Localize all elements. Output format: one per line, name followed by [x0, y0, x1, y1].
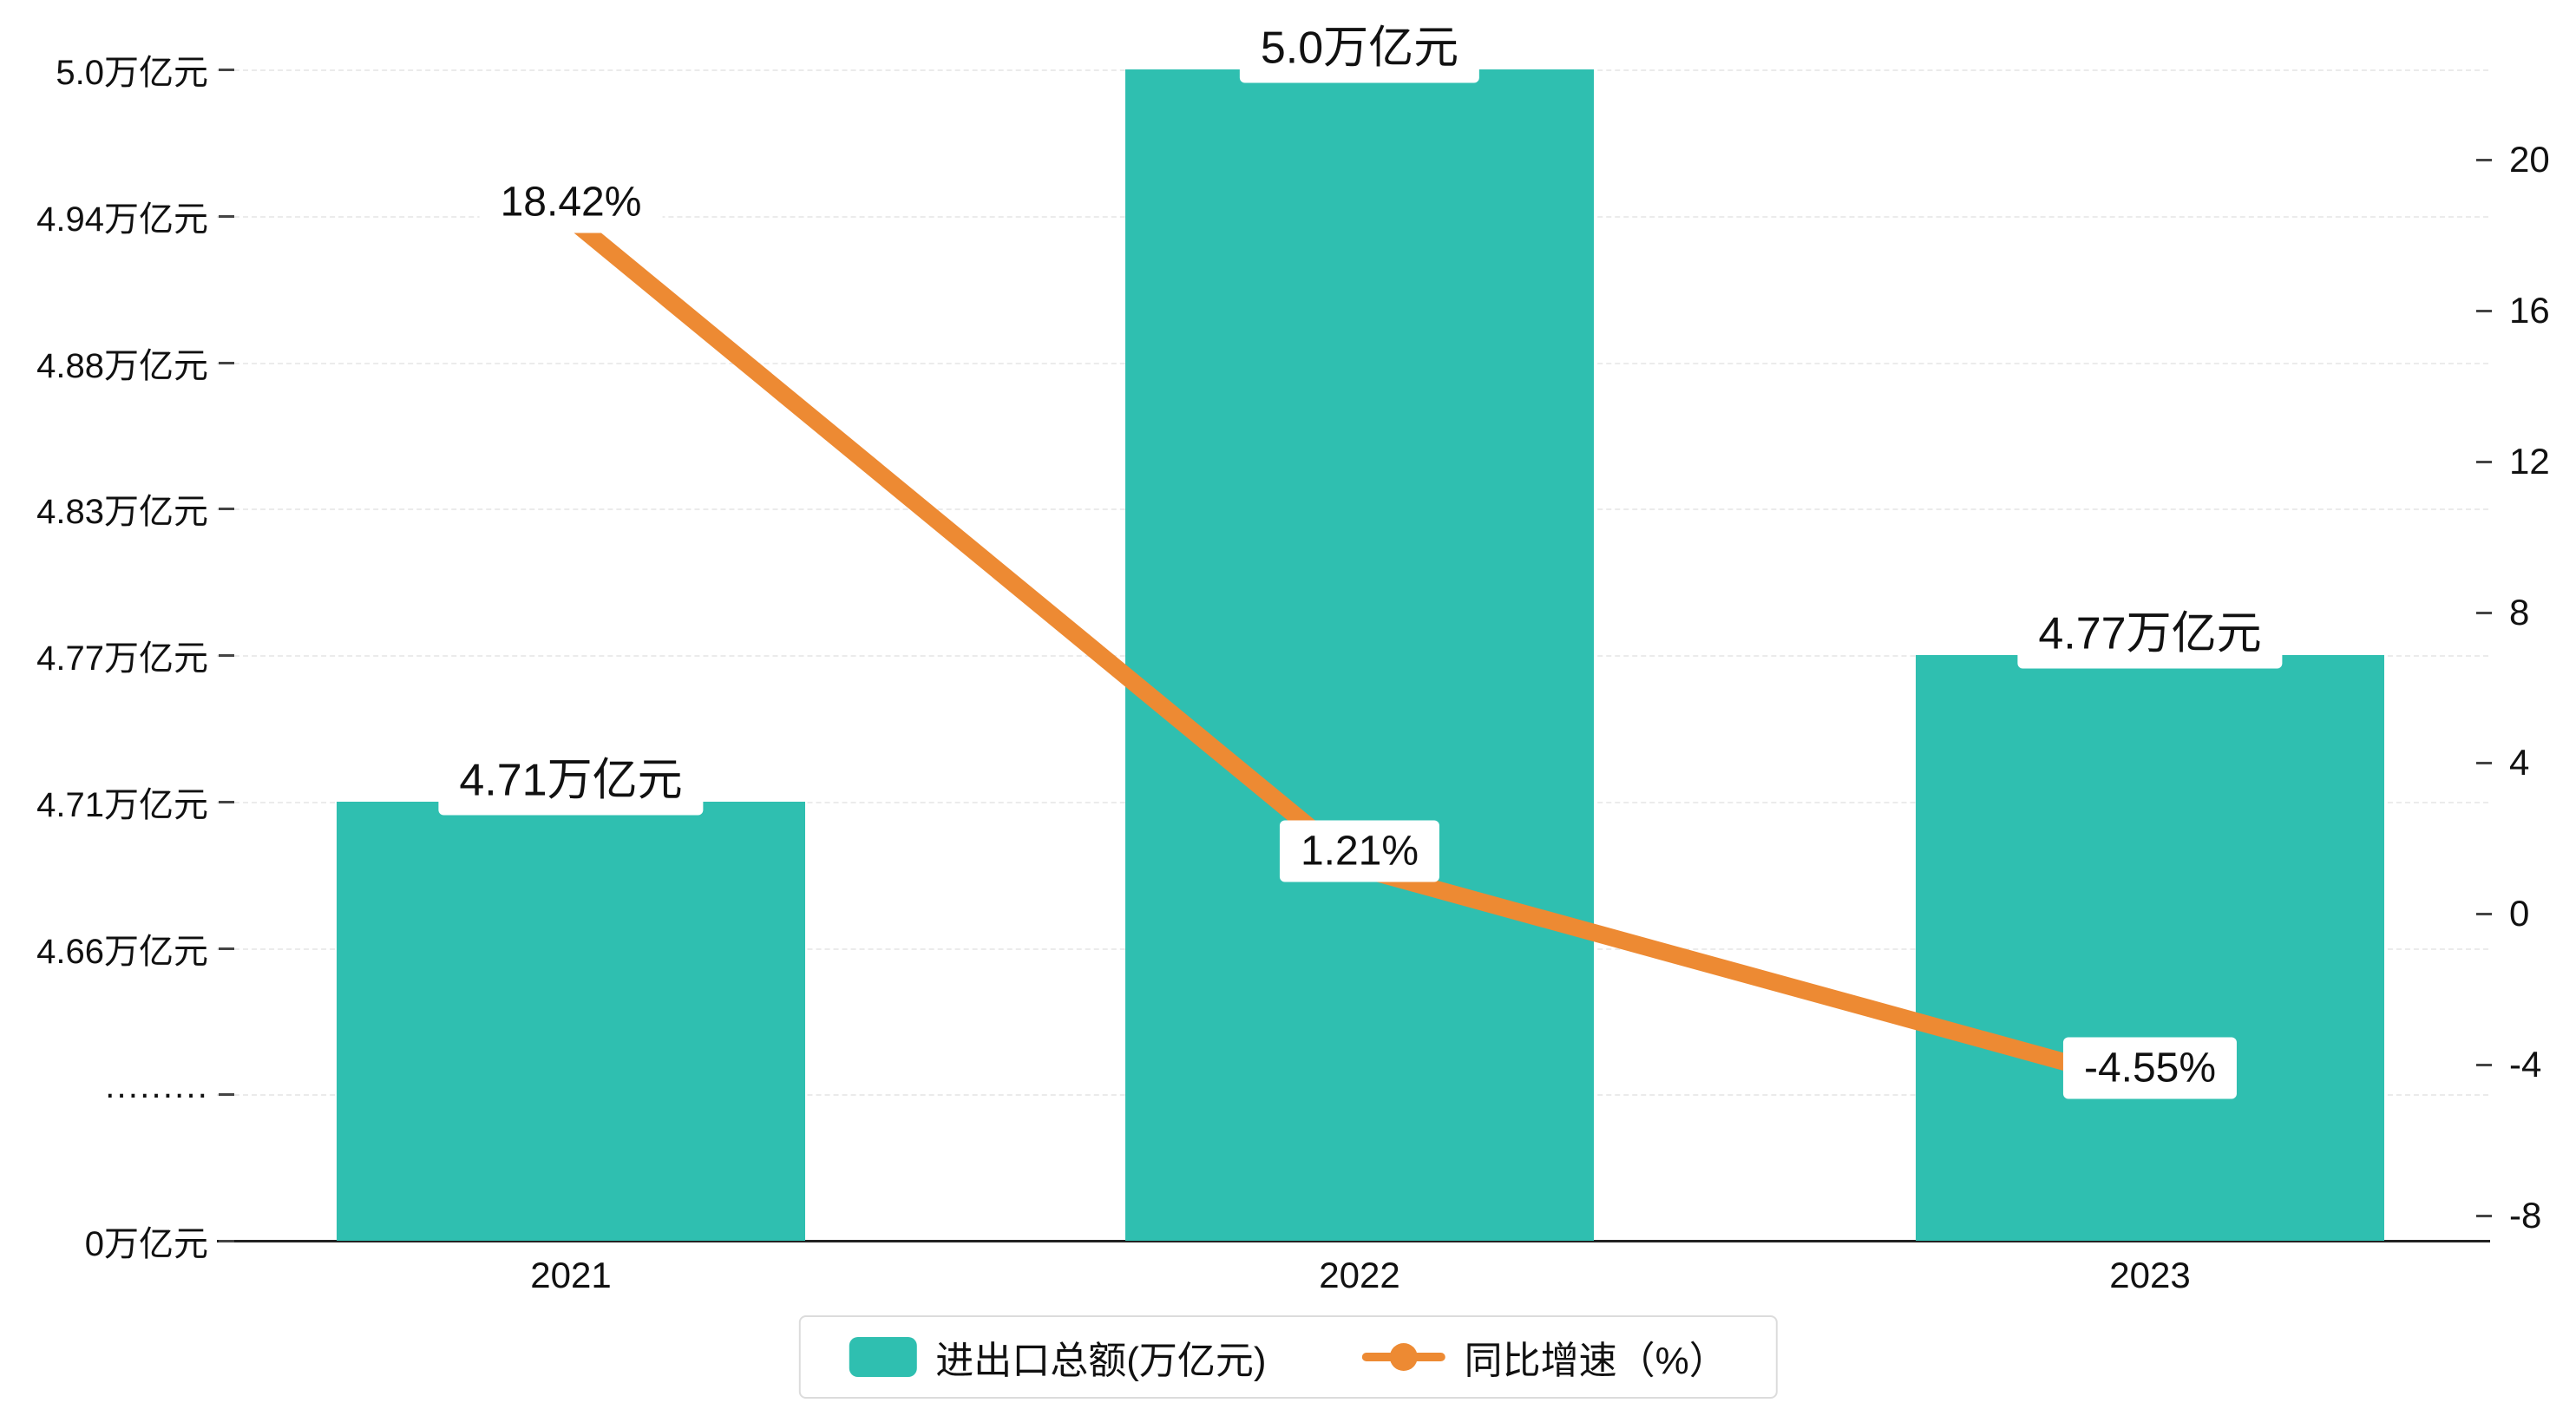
right-axis-tick — [2476, 762, 2492, 765]
line-value-label: 1.21% — [1279, 820, 1440, 882]
right-axis-tick-label: -8 — [2509, 1195, 2542, 1236]
right-axis-tick — [2476, 1215, 2492, 1217]
left-axis-tick-label: 4.77万亿元 — [36, 639, 208, 678]
right-axis-tick — [2476, 159, 2492, 161]
right-axis-tick-label: 8 — [2509, 591, 2530, 633]
legend-label-line-series: 同比增速（%） — [1464, 1340, 1727, 1382]
right-axis-tick-label: 12 — [2509, 440, 2550, 482]
right-axis-tick — [2476, 1064, 2492, 1067]
legend: 进出口总额(万亿元) 同比增速（%） — [798, 1315, 1778, 1399]
left-axis-tick-label: ········· — [104, 1074, 208, 1113]
left-axis-tick — [219, 1240, 234, 1242]
left-axis-tick-label: 4.88万亿元 — [36, 346, 208, 385]
right-axis-tick-label: 20 — [2509, 139, 2550, 180]
left-axis-tick-label: 4.83万亿元 — [36, 493, 208, 532]
bar-series-swatch-icon — [849, 1337, 917, 1377]
right-axis-tick — [2476, 611, 2492, 614]
right-axis-tick-label: 16 — [2509, 289, 2550, 331]
legend-item-line-series[interactable]: 同比增速（%） — [1361, 1329, 1727, 1385]
left-axis-tick-label: 4.71万亿元 — [36, 785, 208, 824]
bar-value-label: 4.77万亿元 — [2017, 589, 2283, 669]
left-axis-tick-label: 4.66万亿元 — [36, 932, 208, 971]
legend-label-bar-series: 进出口总额(万亿元) — [935, 1340, 1267, 1382]
bar-value-label: 5.0万亿元 — [1239, 3, 1480, 83]
line-value-label: 18.42% — [479, 171, 663, 233]
left-axis-tick — [219, 1093, 234, 1097]
legend-item-bar-series[interactable]: 进出口总额(万亿元) — [849, 1329, 1267, 1385]
bar-value-label: 4.71万亿元 — [438, 736, 704, 816]
x-axis-line — [217, 1240, 2490, 1242]
left-axis-tick — [219, 361, 234, 364]
bar-2023 — [1916, 655, 2384, 1241]
line-series-marker-icon — [1361, 1343, 1445, 1371]
right-axis-tick — [2476, 913, 2492, 916]
right-axis-tick — [2476, 460, 2492, 463]
x-axis-category-label: 2023 — [2109, 1255, 2191, 1295]
bar-2021 — [337, 801, 805, 1241]
bar-2022 — [1125, 69, 1594, 1241]
left-axis-tick-label: 4.94万亿元 — [36, 200, 208, 239]
left-axis-tick — [219, 800, 234, 803]
left-axis-tick-label: 5.0万亿元 — [56, 54, 208, 92]
left-axis-tick — [219, 214, 234, 218]
line-marker-dot-icon — [1389, 1343, 1418, 1371]
x-axis-category-label: 2021 — [530, 1255, 612, 1295]
x-axis-category-label: 2022 — [1319, 1255, 1400, 1295]
left-axis-tick — [219, 947, 234, 950]
right-axis-tick — [2476, 309, 2492, 312]
left-axis-tick-label: 0万亿元 — [84, 1225, 208, 1263]
line-value-label: -4.55% — [2062, 1037, 2238, 1099]
right-axis-tick-label: 0 — [2509, 893, 2530, 934]
left-axis-tick — [219, 508, 234, 511]
right-axis-tick-label: -4 — [2509, 1044, 2542, 1085]
left-axis-tick — [219, 654, 234, 657]
right-axis-tick-label: 4 — [2509, 742, 2530, 783]
left-axis-tick — [219, 69, 234, 71]
